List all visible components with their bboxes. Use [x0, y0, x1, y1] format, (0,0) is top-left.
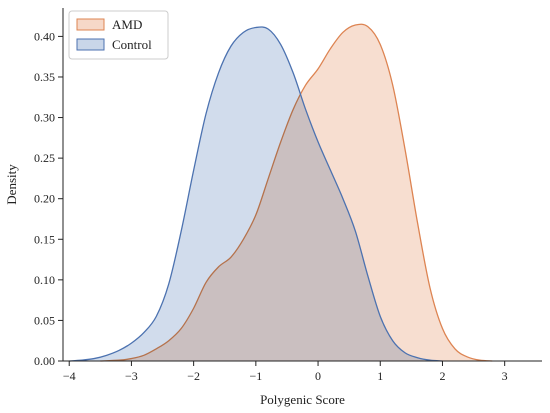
- x-tick-label: 3: [502, 369, 508, 383]
- x-ticks: −4 −3 −2 −1 0 1 2 3: [63, 361, 508, 383]
- x-tick-label: 1: [377, 369, 383, 383]
- legend-swatch-amd: [76, 18, 105, 31]
- legend-label-control: Control: [112, 37, 152, 52]
- y-ticks: 0.00 0.05 0.10 0.15 0.20 0.25 0.30 0.35 0.40: [34, 29, 63, 368]
- y-tick-label: 0.10: [34, 273, 55, 287]
- y-tick-label: 0.35: [34, 70, 55, 84]
- series-line-control: [69, 26, 443, 362]
- y-tick-label: 0.30: [34, 111, 55, 125]
- y-tick-label: 0.05: [34, 313, 55, 327]
- y-tick-label: 0.15: [34, 232, 55, 246]
- x-tick-label: −1: [249, 369, 262, 383]
- plot-area: [69, 23, 493, 362]
- y-tick-label: 0.20: [34, 192, 55, 206]
- x-tick-label: 0: [315, 369, 321, 383]
- legend-swatch-control: [76, 38, 105, 51]
- x-tick-label: 2: [439, 369, 445, 383]
- y-tick-label: 0.40: [34, 29, 55, 43]
- legend-label-amd: AMD: [112, 17, 142, 32]
- series-area-control: [69, 26, 443, 362]
- y-tick-label: 0.25: [34, 151, 55, 165]
- legend: AMD Control: [68, 10, 169, 60]
- x-tick-label: −3: [125, 369, 138, 383]
- x-axis-label: Polygenic Score: [260, 392, 345, 407]
- x-tick-label: −2: [187, 369, 200, 383]
- y-tick-label: 0.00: [34, 354, 55, 368]
- x-tick-label: −4: [63, 369, 76, 383]
- axes: [62, 8, 542, 362]
- y-axis-label: Density: [4, 164, 19, 205]
